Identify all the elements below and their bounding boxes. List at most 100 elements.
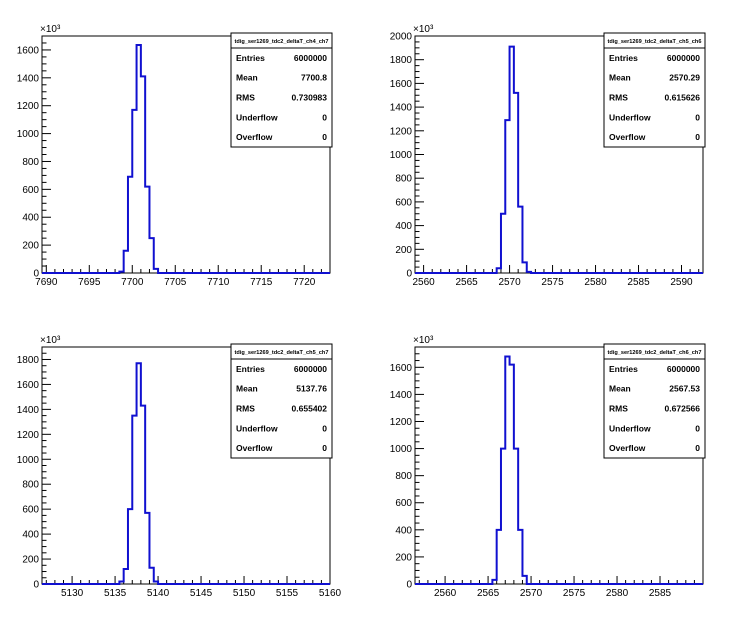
histogram-svg: 0 200 400 600 800 1000 1200 1400 1600 1800 5130 513… (17, 335, 342, 599)
x-tick-label: 2580 (584, 277, 607, 288)
x-tick-label: 2585 (649, 588, 672, 599)
stats-row-value: 0.672566 (665, 404, 701, 414)
y-tick-label: 400 (395, 221, 412, 232)
y-tick-label: 1800 (390, 55, 413, 66)
histogram-outline (42, 362, 330, 585)
y-tick-label: 400 (22, 213, 39, 224)
y-tick-label: 800 (395, 174, 412, 185)
stats-row-value: 0 (695, 423, 700, 433)
x-tick-label: 7720 (293, 277, 316, 288)
stats-row-label: Entries (236, 364, 265, 374)
x-tick-label: 7690 (35, 277, 58, 288)
stats-row-value: 0 (695, 112, 700, 122)
stats-title: tdig_ser1269_tdc2_deltaT_ch5_ch7 (235, 350, 329, 356)
x-tick-label: 7705 (164, 277, 187, 288)
histogram-outline (42, 44, 330, 274)
x-tick-label: 5150 (233, 588, 256, 599)
x-tick-label: 5130 (61, 588, 84, 599)
y-tick-label: 1000 (17, 129, 40, 140)
x-tick-label: 5140 (147, 588, 170, 599)
stats-row-label: Overflow (609, 132, 646, 142)
y-tick-label: 600 (395, 197, 412, 208)
stats-box-frame (230, 32, 333, 148)
stats-row-label: Mean (236, 384, 258, 394)
y-tick-label: 1200 (390, 126, 413, 137)
stats-row-value: 6000000 (667, 53, 700, 63)
stats-row-value: 2567.53 (669, 384, 700, 394)
y-tick-label: 1000 (390, 444, 413, 455)
histogram-pad-ch6-ch7: 0 200 400 600 800 1000 1200 1400 1600 2560 2565 257… (373, 311, 746, 622)
x-tick-label: 5145 (190, 588, 213, 599)
stats-row-value: 0.730983 (292, 93, 328, 103)
stats-title: tdig_ser1269_tdc2_deltaT_ch4_ch7 (235, 39, 329, 45)
stats-box: tdig_ser1269_tdc2_deltaT_ch4_ch7 Entries 6… (230, 32, 333, 148)
y-tick-label: 2000 (390, 32, 413, 43)
stats-row-value: 0 (322, 112, 327, 122)
y-tick-label: 200 (395, 245, 412, 256)
x-tick-label: 2575 (563, 588, 586, 599)
stats-row-label: Entries (609, 53, 638, 63)
y-exponent-label: ×10³ (40, 24, 61, 35)
stats-row-label: Mean (609, 384, 631, 394)
stats-row-label: Mean (609, 73, 631, 83)
y-tick-label: 1400 (390, 103, 413, 114)
histogram-pad-ch4-ch7: 0 200 400 600 800 1000 1200 1400 1600 7690 7695 770… (0, 0, 373, 311)
y-exponent-label: ×10³ (413, 335, 434, 346)
y-tick-label: 600 (395, 498, 412, 509)
y-tick-label: 1200 (17, 430, 40, 441)
stats-title: tdig_ser1269_tdc2_deltaT_ch5_ch6 (608, 39, 702, 45)
stats-box-frame (603, 343, 706, 459)
x-tick-label: 2565 (455, 277, 478, 288)
y-tick-label: 0 (406, 580, 412, 591)
y-tick-label: 400 (22, 530, 39, 541)
y-tick-label: 800 (395, 471, 412, 482)
histogram-svg: 0 200 400 600 800 1000 1200 1400 1600 2560 2565 257… (390, 335, 706, 599)
x-tick-label: 2590 (670, 277, 693, 288)
stats-row-value: 2570.29 (669, 73, 700, 83)
y-tick-label: 1400 (17, 405, 40, 416)
x-tick-label: 7715 (250, 277, 273, 288)
y-tick-label: 200 (22, 555, 39, 566)
stats-row-label: Overflow (609, 443, 646, 453)
stats-row-label: Overflow (236, 132, 273, 142)
stats-row-value: 0 (695, 132, 700, 142)
x-tick-label: 2560 (412, 277, 435, 288)
stats-row-label: RMS (609, 404, 628, 414)
y-tick-label: 1400 (17, 73, 40, 84)
stats-row-value: 0 (322, 423, 327, 433)
histogram-outline (415, 45, 703, 274)
stats-box: tdig_ser1269_tdc2_deltaT_ch5_ch6 Entries 6… (603, 32, 706, 148)
x-tick-label: 7695 (78, 277, 101, 288)
y-tick-label: 200 (22, 241, 39, 252)
y-tick-label: 1400 (390, 390, 413, 401)
stats-row-value: 0 (322, 132, 327, 142)
stats-row-label: Entries (609, 364, 638, 374)
stats-row-value: 0 (695, 443, 700, 453)
y-tick-label: 600 (22, 185, 39, 196)
x-tick-label: 7710 (207, 277, 230, 288)
stats-row-value: 0 (322, 443, 327, 453)
stats-box-frame (603, 32, 706, 148)
y-tick-label: 600 (22, 505, 39, 516)
x-tick-label: 5135 (104, 588, 127, 599)
y-tick-label: 1600 (17, 380, 40, 391)
y-exponent-label: ×10³ (413, 24, 434, 35)
stats-title: tdig_ser1269_tdc2_deltaT_ch6_ch7 (608, 350, 702, 356)
y-tick-label: 0 (33, 580, 39, 591)
x-tick-label: 5160 (319, 588, 342, 599)
stats-row-value: 7700.8 (301, 73, 327, 83)
y-tick-label: 0 (406, 269, 412, 280)
y-exponent-label: ×10³ (40, 335, 61, 346)
x-tick-label: 5155 (276, 588, 299, 599)
stats-row-value: 6000000 (667, 364, 700, 374)
y-tick-label: 1000 (17, 455, 40, 466)
stats-row-value: 0.655402 (292, 404, 328, 414)
y-tick-label: 800 (22, 480, 39, 491)
y-tick-label: 1000 (390, 150, 413, 161)
histogram-pad-ch5-ch7: 0 200 400 600 800 1000 1200 1400 1600 1800 5130 513… (0, 311, 373, 622)
histogram-svg: 0 200 400 600 800 1000 1200 1400 1600 1800 2000 256… (390, 24, 706, 288)
histogram-outline (415, 355, 703, 585)
stats-row-label: Underflow (236, 112, 278, 122)
stats-row-label: RMS (236, 404, 255, 414)
stats-box: tdig_ser1269_tdc2_deltaT_ch5_ch7 Entries 6… (230, 343, 333, 459)
